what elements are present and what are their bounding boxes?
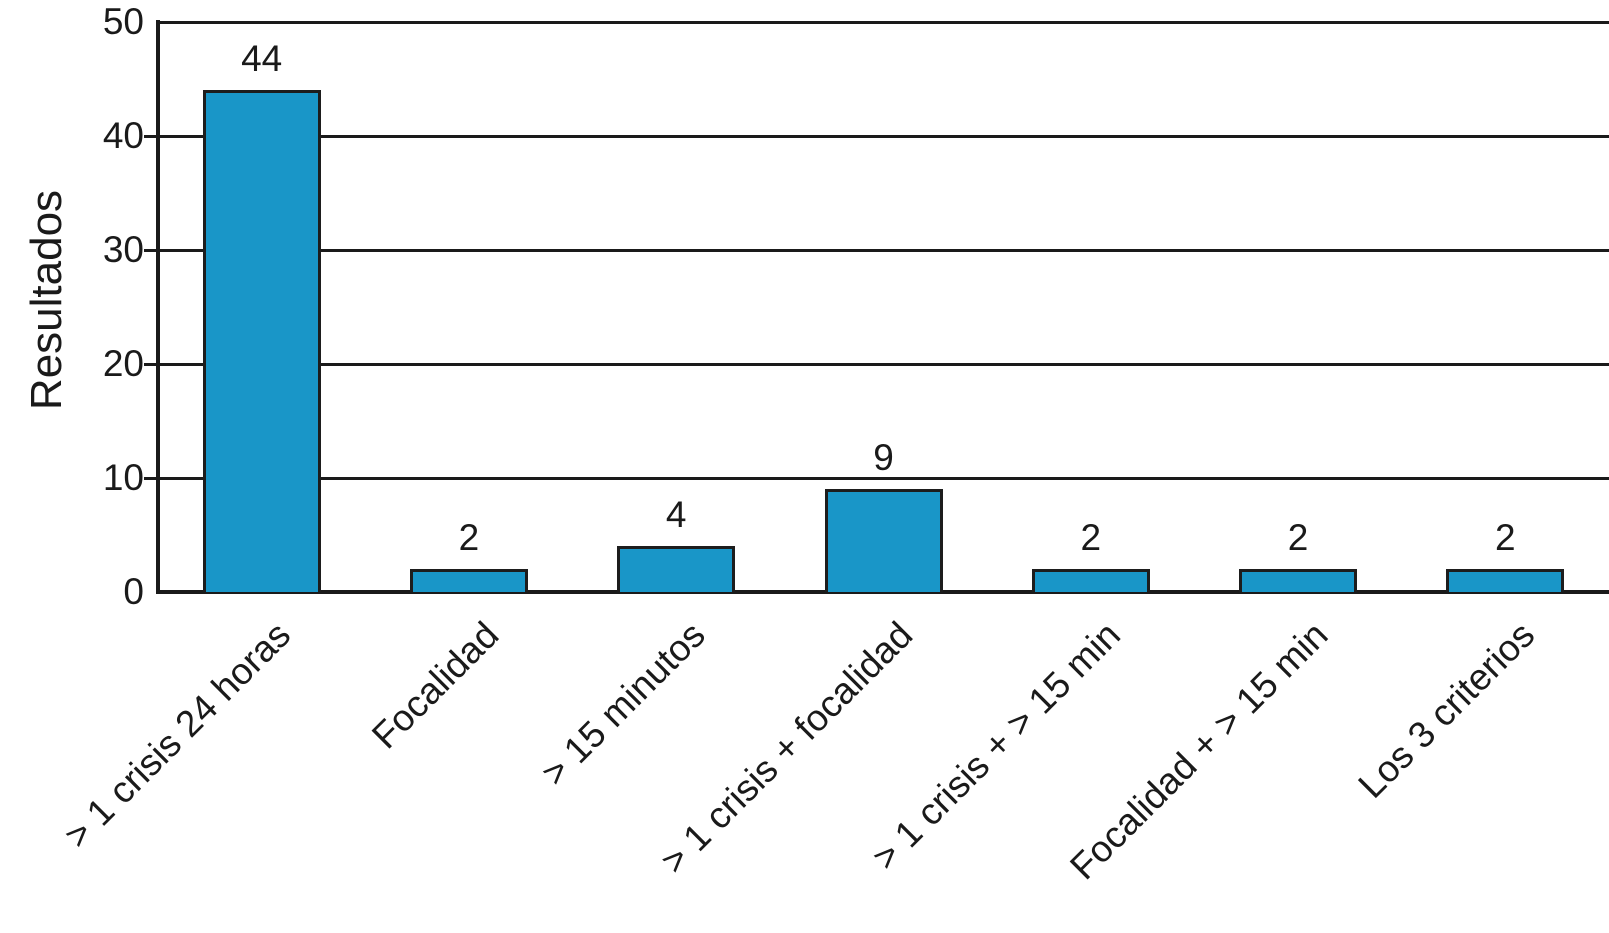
bar-value-label: 2 (458, 517, 480, 559)
y-tick-mark (144, 248, 158, 252)
y-tick-mark (144, 476, 158, 480)
y-tick-label: 10 (102, 457, 144, 498)
y-tick-label: 40 (102, 115, 144, 156)
x-category-label: > 1 crisis 24 horas (56, 614, 299, 857)
bar-value-label: 2 (1080, 517, 1102, 559)
gridline (158, 476, 1609, 480)
bar (1446, 569, 1565, 592)
y-tick-label: 50 (102, 1, 144, 42)
x-category-label: Los 3 criterios (1350, 614, 1543, 806)
bar (409, 569, 528, 592)
bar-value-label: 44 (241, 38, 283, 80)
bar (1031, 569, 1150, 592)
y-axis-spine (156, 20, 160, 594)
gridline (158, 248, 1609, 252)
y-tick-mark (144, 362, 158, 366)
y-tick-mark (144, 134, 158, 138)
y-tick-label: 30 (102, 229, 144, 270)
x-axis-line (156, 590, 1609, 594)
bar (202, 90, 321, 592)
x-category-label: Focalidad (363, 614, 506, 757)
gridline (158, 362, 1609, 366)
gridline (158, 20, 1609, 24)
bar-value-label: 2 (1495, 517, 1516, 559)
bar-value-label: 9 (873, 437, 894, 479)
y-tick-label: 20 (102, 343, 144, 384)
x-category-label: > 15 minutos (533, 614, 714, 794)
bar (1239, 569, 1358, 592)
bar-value-label: 4 (665, 494, 687, 536)
bar (824, 489, 943, 592)
bar (617, 546, 736, 592)
gridline (158, 134, 1609, 138)
y-tick-label: 0 (123, 571, 144, 612)
bar-value-label: 2 (1287, 517, 1309, 559)
